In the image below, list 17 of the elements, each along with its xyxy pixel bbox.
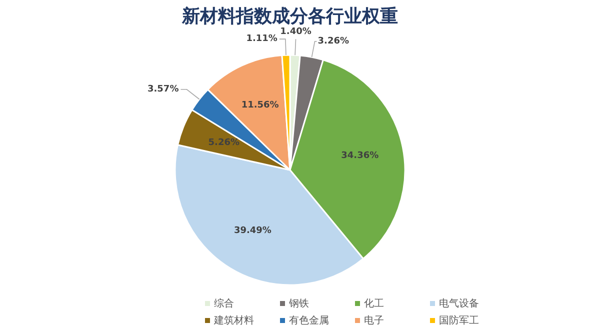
data-label: 34.36% [341, 150, 379, 161]
data-label: 3.57% [147, 84, 179, 94]
legend-label: 化工 [364, 298, 384, 310]
legend-label: 电子 [364, 314, 384, 326]
data-label: 5.26% [208, 138, 240, 148]
data-label: 39.49% [234, 226, 272, 236]
legend-label: 综合 [214, 298, 234, 310]
data-label: 11.56% [241, 100, 279, 110]
legend-label: 建筑材料 [213, 314, 254, 326]
data-label: 1.11% [246, 34, 278, 44]
legend-label: 钢铁 [288, 298, 309, 310]
legend-label: 电气设备 [439, 298, 479, 310]
chart-title: 新材料指数成分各行业权重 [181, 6, 398, 27]
legend-label: 国防军工 [439, 314, 479, 326]
legend-label: 有色金属 [289, 314, 329, 326]
data-label: 1.40% [280, 27, 312, 38]
data-label: 3.26% [318, 36, 350, 46]
